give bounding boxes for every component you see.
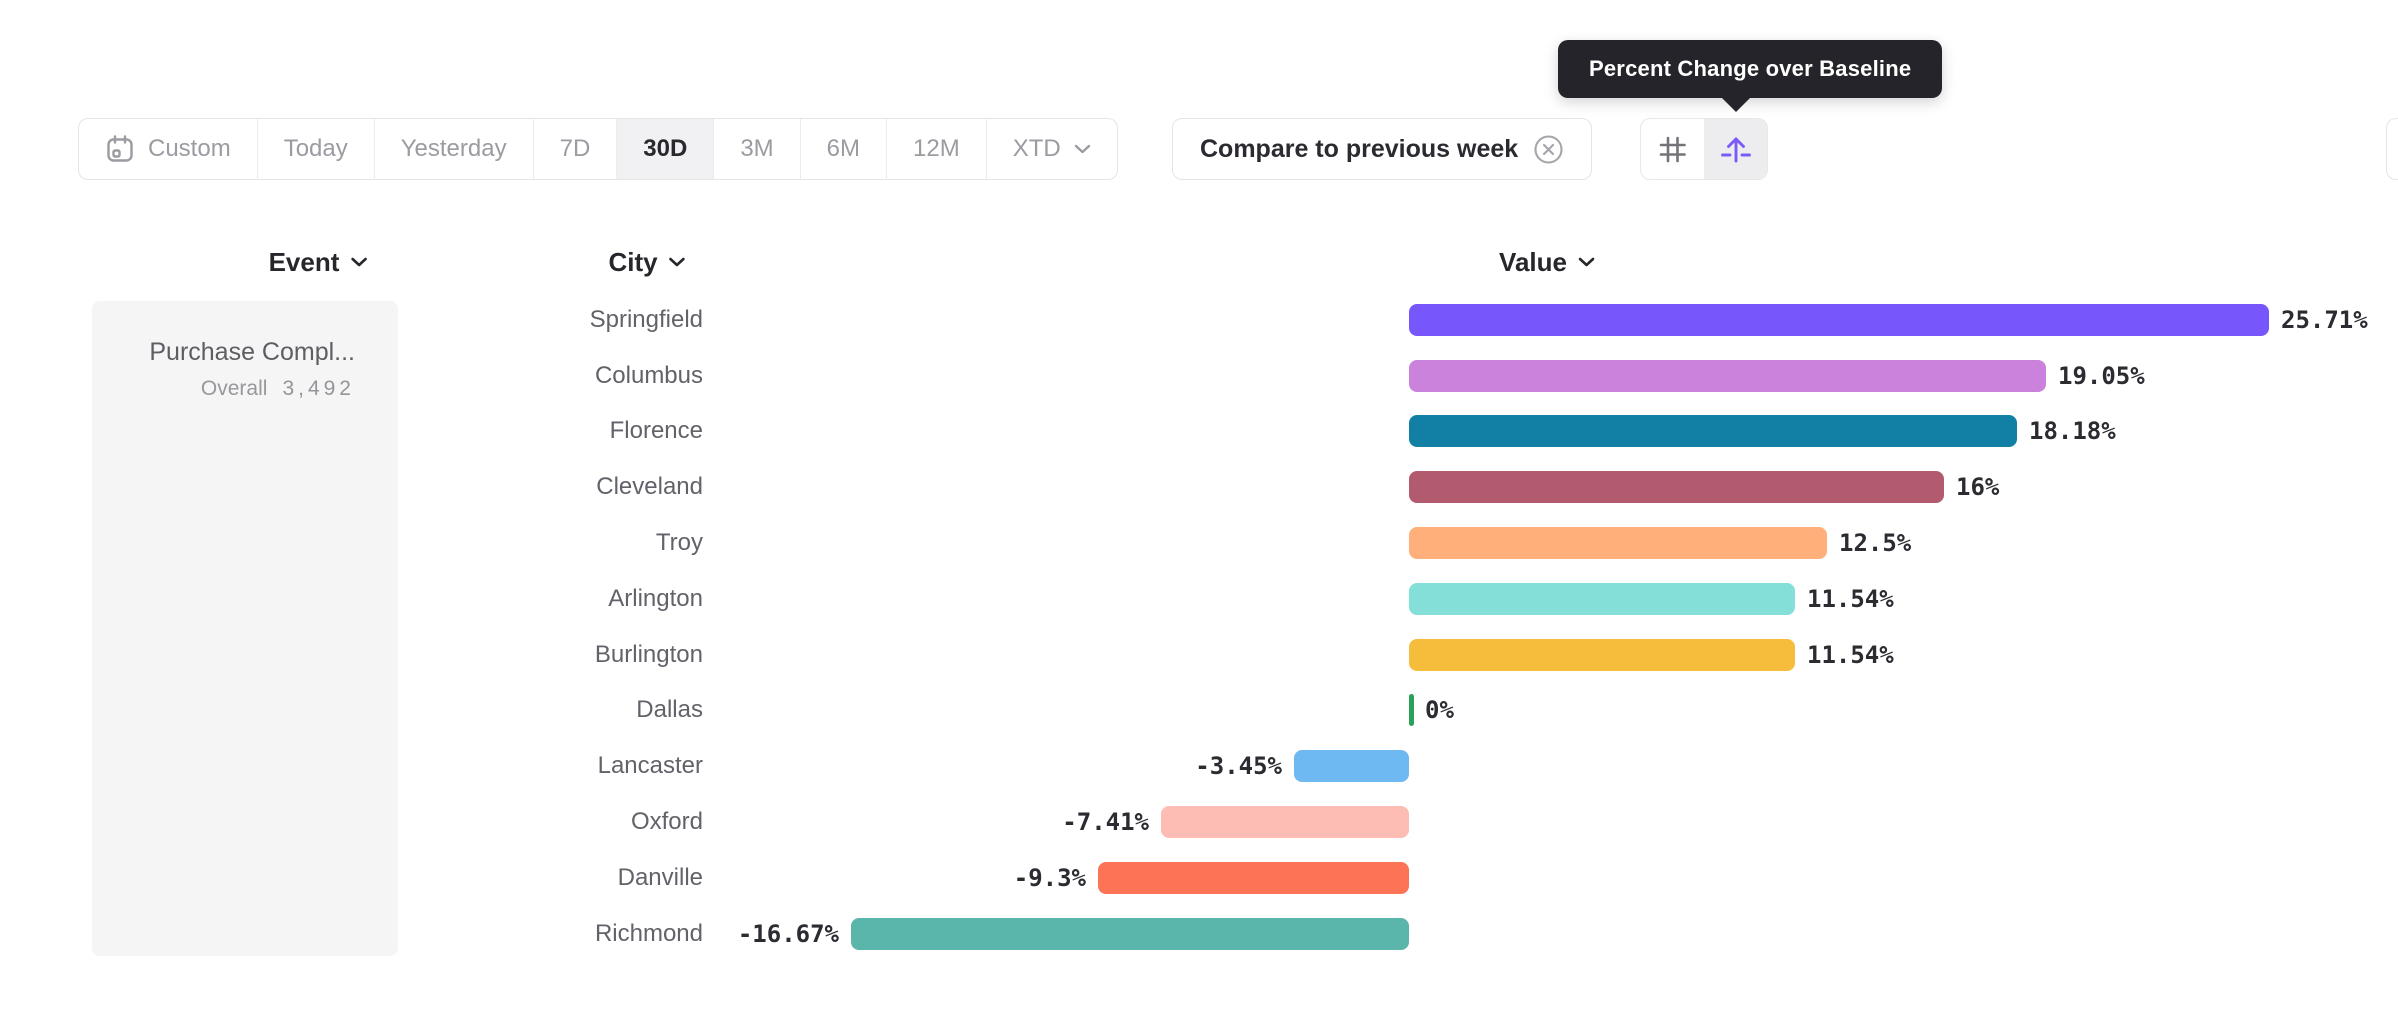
event-name: Purchase Compl... xyxy=(149,338,355,366)
bar-value-label: -7.41% xyxy=(1062,808,1149,837)
date-range-30d[interactable]: 30D xyxy=(616,119,714,179)
city-label: Arlington xyxy=(608,584,703,612)
city-label: Florence xyxy=(609,417,703,445)
bar-cleveland[interactable] xyxy=(1409,471,1944,504)
bar-row: Cleveland 16% xyxy=(0,459,2398,515)
bar-springfield[interactable] xyxy=(1409,303,2269,336)
event-overall: Overall 3,492 xyxy=(201,377,355,401)
bar-row: Dallas 0% xyxy=(0,683,2398,739)
bar-chart: Springfield 25.71% Columbus 19.05% Florenc… xyxy=(0,292,2398,962)
overall-value: 3,492 xyxy=(282,377,355,400)
city-label: Springfield xyxy=(589,305,703,333)
clipped-edge-button[interactable] xyxy=(2386,118,2398,180)
city-label: Troy xyxy=(655,529,703,557)
bar-row: Danville -9.3% xyxy=(0,850,2398,906)
date-range-3m[interactable]: 3M xyxy=(713,119,799,179)
bar-value-label: 19.05% xyxy=(2058,361,2145,390)
number-sign-icon xyxy=(1659,136,1686,162)
bar-value-label: 0% xyxy=(1425,696,1454,725)
date-range-xtd[interactable]: XTD xyxy=(985,119,1117,179)
column-header-event[interactable]: Event xyxy=(269,244,368,280)
bar-row: Springfield 25.71% xyxy=(0,292,2398,348)
bar-row: Richmond -16.67% xyxy=(0,906,2398,962)
bar-value-label: 12.5% xyxy=(1839,529,1912,558)
overall-label: Overall xyxy=(200,377,268,400)
column-header-value[interactable]: Value xyxy=(1499,244,1595,280)
percent-change-baseline-toggle[interactable] xyxy=(1704,119,1767,179)
bar-row: Troy 12.5% xyxy=(0,515,2398,571)
chevron-down-icon xyxy=(1074,144,1090,154)
bar-value-label: -3.45% xyxy=(1195,752,1282,781)
baseline-arrow-icon xyxy=(1720,137,1751,163)
bar-richmond[interactable] xyxy=(851,917,1409,950)
bar-row: Columbus 19.05% xyxy=(0,348,2398,404)
bar-value-label: -16.67% xyxy=(737,919,839,948)
bar-danville[interactable] xyxy=(1098,861,1409,894)
city-label: Oxford xyxy=(630,808,703,836)
city-label: Burlington xyxy=(594,640,703,668)
bar-dallas[interactable] xyxy=(1409,694,1414,727)
tooltip-percent-change-over-baseline: Percent Change over Baseline xyxy=(1558,40,1943,98)
chevron-down-icon xyxy=(669,257,685,267)
chevron-down-icon xyxy=(1578,257,1595,267)
chevron-down-icon xyxy=(351,257,367,267)
bar-columbus[interactable] xyxy=(1409,359,2046,392)
bar-value-label: 16% xyxy=(1956,473,2000,502)
date-range-7d[interactable]: 7D xyxy=(532,119,617,179)
bar-burlington[interactable] xyxy=(1409,638,1795,671)
compare-label: Compare to previous week xyxy=(1200,134,1519,163)
city-label: Dallas xyxy=(636,696,703,724)
date-range-6m[interactable]: 6M xyxy=(799,119,886,179)
absolute-numbers-toggle[interactable] xyxy=(1641,119,1704,179)
bar-oxford[interactable] xyxy=(1161,806,1409,839)
bar-troy[interactable] xyxy=(1409,527,1827,560)
bar-value-label: 11.54% xyxy=(1807,640,1894,669)
bar-row: Arlington 11.54% xyxy=(0,571,2398,627)
tooltip-text: Percent Change over Baseline xyxy=(1589,56,1912,81)
bar-row: Lancaster -3.45% xyxy=(0,738,2398,794)
date-range-today[interactable]: Today xyxy=(256,119,374,179)
event-card-purchase-completed[interactable]: Purchase Compl... Overall 3,492 xyxy=(92,301,398,956)
city-label: Columbus xyxy=(594,361,703,389)
circle-x-icon[interactable] xyxy=(1533,134,1564,165)
compare-to-previous-week-button[interactable]: Compare to previous week xyxy=(1172,118,1593,180)
date-range-custom[interactable]: Custom xyxy=(79,119,257,179)
bar-lancaster[interactable] xyxy=(1294,750,1409,783)
column-header-city[interactable]: City xyxy=(608,244,685,280)
bar-value-label: 11.54% xyxy=(1807,584,1894,613)
bar-value-label: 25.71% xyxy=(2281,305,2368,334)
chart-view-toggle xyxy=(1640,118,1768,180)
date-range-12m[interactable]: 12M xyxy=(886,119,986,179)
bar-arlington[interactable] xyxy=(1409,582,1795,615)
calendar-icon xyxy=(107,135,133,162)
date-range-label: Custom xyxy=(148,135,231,162)
bar-row: Florence 18.18% xyxy=(0,404,2398,460)
tooltip-caret xyxy=(1721,97,1751,112)
bar-florence[interactable] xyxy=(1409,415,2017,448)
bar-row: Oxford -7.41% xyxy=(0,794,2398,850)
bar-row: Burlington 11.54% xyxy=(0,627,2398,683)
city-label: Danville xyxy=(617,863,703,891)
city-label: Cleveland xyxy=(596,473,703,501)
date-range-yesterday[interactable]: Yesterday xyxy=(373,119,533,179)
city-label: Lancaster xyxy=(597,752,703,780)
bar-value-label: -9.3% xyxy=(1013,863,1086,892)
bar-value-label: 18.18% xyxy=(2029,417,2116,446)
city-label: Richmond xyxy=(594,919,703,947)
date-range-selector: Custom Today Yesterday 7D 30D 3M 6M 12M … xyxy=(78,118,1118,180)
